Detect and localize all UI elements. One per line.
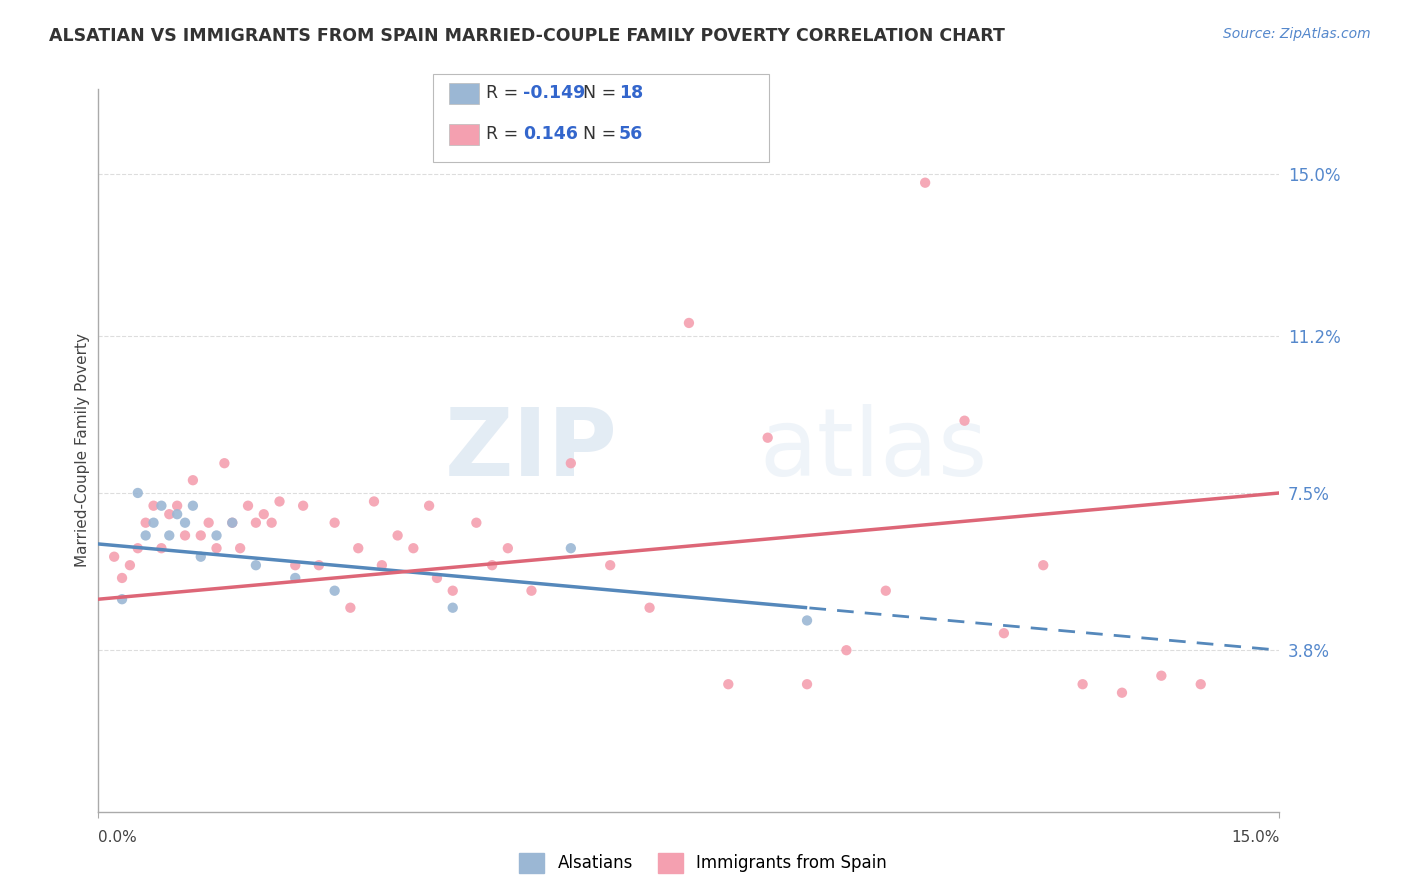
Point [260,516,283,530]
Point [127,541,149,556]
Point [441,583,464,598]
Point [253,507,276,521]
Point [205,528,228,542]
Point [599,558,621,573]
Point [190,528,212,542]
Point [111,592,134,607]
Text: N =: N = [583,84,623,102]
Point [481,558,503,573]
Point [118,558,141,573]
Text: -0.149: -0.149 [523,84,585,102]
Point [181,499,204,513]
Point [292,499,315,513]
Point [221,516,243,530]
Point [284,571,307,585]
Point [308,558,330,573]
Point [371,558,394,573]
Text: ALSATIAN VS IMMIGRANTS FROM SPAIN MARRIED-COUPLE FAMILY POVERTY CORRELATION CHAR: ALSATIAN VS IMMIGRANTS FROM SPAIN MARRIE… [49,27,1005,45]
Text: 56: 56 [619,125,643,143]
Point [387,528,409,542]
Point [166,507,188,521]
Point [1189,677,1212,691]
Point [520,583,543,598]
Point [1111,686,1133,700]
Point [269,494,291,508]
Text: atlas: atlas [759,404,988,497]
Point [717,677,740,691]
Text: 18: 18 [619,84,643,102]
Text: N =: N = [583,125,623,143]
Point [174,528,197,542]
Point [245,558,267,573]
Point [135,528,157,542]
Text: R =: R = [486,125,524,143]
Point [638,600,661,615]
Point [418,499,440,513]
Point [756,431,779,445]
Point [363,494,385,508]
Text: 0.0%: 0.0% [98,830,138,845]
Point [323,516,346,530]
Text: R =: R = [486,84,524,102]
Point [181,473,204,487]
Point [465,516,488,530]
Point [166,499,188,513]
Point [914,176,936,190]
Point [875,583,897,598]
Point [678,316,700,330]
Point [496,541,519,556]
Point [214,456,236,470]
Point [796,677,818,691]
Point [1032,558,1054,573]
Point [197,516,219,530]
Point [426,571,449,585]
Point [205,541,228,556]
Point [835,643,858,657]
Legend: Alsatians, Immigrants from Spain: Alsatians, Immigrants from Spain [512,847,894,880]
Point [150,541,173,556]
Point [953,414,976,428]
Y-axis label: Married-Couple Family Poverty: Married-Couple Family Poverty [75,334,90,567]
Point [560,456,582,470]
Point [402,541,425,556]
Text: Source: ZipAtlas.com: Source: ZipAtlas.com [1223,27,1371,41]
Point [347,541,370,556]
Point [190,549,212,564]
Point [229,541,252,556]
Point [245,516,267,530]
Point [323,583,346,598]
Point [560,541,582,556]
Point [103,549,125,564]
Text: 15.0%: 15.0% [1232,830,1279,845]
Point [236,499,259,513]
Point [111,571,134,585]
Point [150,499,173,513]
Point [1150,669,1173,683]
Text: ZIP: ZIP [446,404,619,497]
Point [993,626,1015,640]
Point [142,516,165,530]
Point [441,600,464,615]
Point [157,507,180,521]
Point [339,600,361,615]
Point [135,516,157,530]
Point [142,499,165,513]
Point [284,558,307,573]
Point [127,486,149,500]
Text: 0.146: 0.146 [523,125,578,143]
Point [174,516,197,530]
Point [1071,677,1094,691]
Point [221,516,243,530]
Point [796,614,818,628]
Point [157,528,180,542]
